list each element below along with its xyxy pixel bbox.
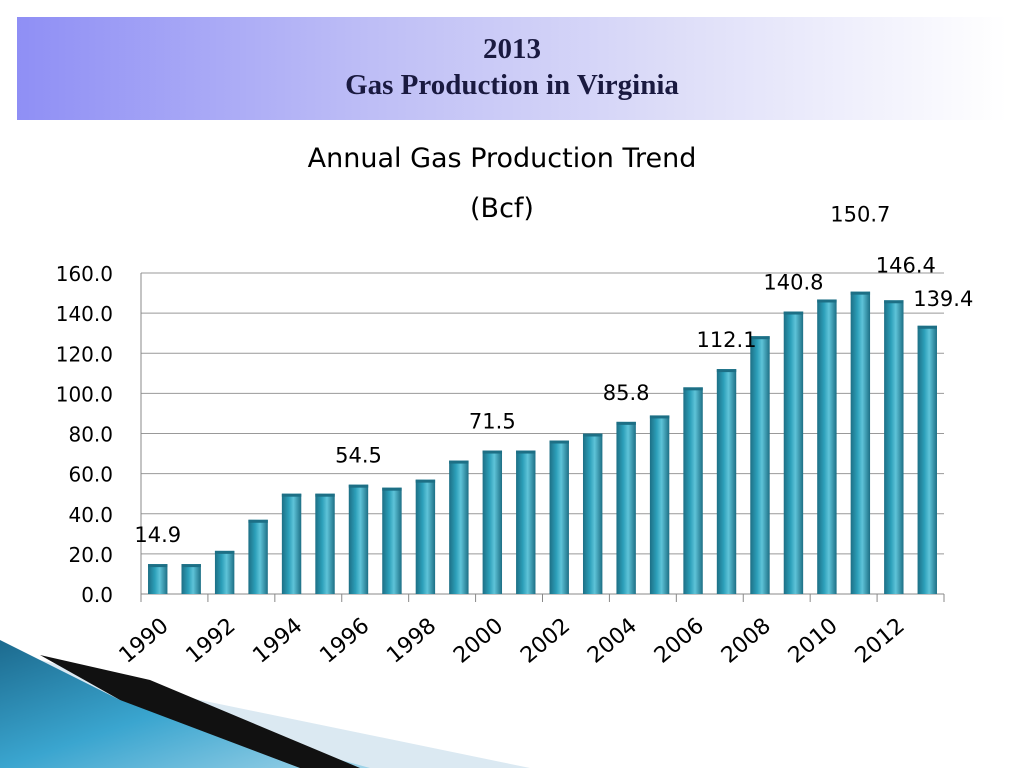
title-banner: 2013 Gas Production in Virginia <box>17 17 1007 120</box>
data-label: 54.5 <box>335 444 382 468</box>
y-tick-label: 120.0 <box>56 342 113 366</box>
bar-cap <box>649 415 670 419</box>
y-tick-label: 140.0 <box>56 302 113 326</box>
bar-cap <box>214 550 235 554</box>
bar <box>884 300 904 594</box>
y-tick-label: 80.0 <box>68 423 113 447</box>
bar <box>181 564 201 594</box>
bar <box>449 460 469 594</box>
bar <box>248 519 268 594</box>
y-tick-label: 0.0 <box>81 583 113 607</box>
bar <box>649 415 670 594</box>
data-label: 14.9 <box>134 523 181 547</box>
bar-cap <box>415 479 436 483</box>
y-tick-label: 40.0 <box>68 503 113 527</box>
y-tick-label: 160.0 <box>56 262 113 286</box>
bar-cap <box>348 484 369 488</box>
data-label: 150.7 <box>830 203 890 227</box>
bar <box>850 291 871 594</box>
bar-cap <box>315 493 335 497</box>
bar-cap <box>817 299 837 303</box>
bar-cap <box>549 440 569 444</box>
bar-cap <box>281 493 302 497</box>
bar-cap <box>683 387 703 391</box>
bar <box>549 440 569 594</box>
data-label: 140.8 <box>763 271 823 295</box>
data-label: 139.4 <box>913 287 973 311</box>
y-tick-label: 100.0 <box>56 382 113 406</box>
bar-cap <box>148 564 168 568</box>
bar-cap <box>783 311 804 315</box>
bar <box>917 325 937 594</box>
bar <box>315 493 335 594</box>
bar-cap <box>884 300 904 304</box>
bar-cap <box>516 450 536 454</box>
bar <box>783 311 804 594</box>
bar <box>516 450 536 594</box>
bar-cap <box>750 336 770 340</box>
bar-cap <box>248 519 268 523</box>
bar-cap <box>850 291 871 295</box>
slide-heading: Gas Production in Virginia <box>345 69 679 101</box>
chart-subtitle: (Bcf) <box>470 193 534 224</box>
y-tick-label: 20.0 <box>68 543 113 567</box>
bar <box>148 564 168 594</box>
bar-cap <box>716 369 737 373</box>
bar <box>582 433 603 594</box>
bar <box>382 487 402 594</box>
bar <box>716 369 737 594</box>
bar <box>214 550 235 594</box>
data-label: 71.5 <box>469 410 516 434</box>
bar-cap <box>181 564 201 568</box>
bar <box>348 484 369 594</box>
bar <box>616 421 636 594</box>
y-tick-label: 60.0 <box>68 463 113 487</box>
bar <box>750 336 770 594</box>
bar <box>683 387 703 594</box>
bar-cap <box>616 421 636 425</box>
bar <box>281 493 302 594</box>
bar-cap <box>449 460 469 464</box>
bar <box>482 450 503 594</box>
bar-cap <box>917 325 937 329</box>
bar-cap <box>482 450 503 454</box>
slide-year: 2013 <box>483 33 541 65</box>
data-label: 146.4 <box>876 253 936 277</box>
bar-cap <box>582 433 603 437</box>
data-label: 85.8 <box>603 381 650 405</box>
bar <box>415 479 436 594</box>
data-label: 112.1 <box>696 328 756 352</box>
bar-cap <box>382 487 402 491</box>
chart-title: Annual Gas Production Trend <box>307 143 697 174</box>
bar <box>817 299 837 594</box>
